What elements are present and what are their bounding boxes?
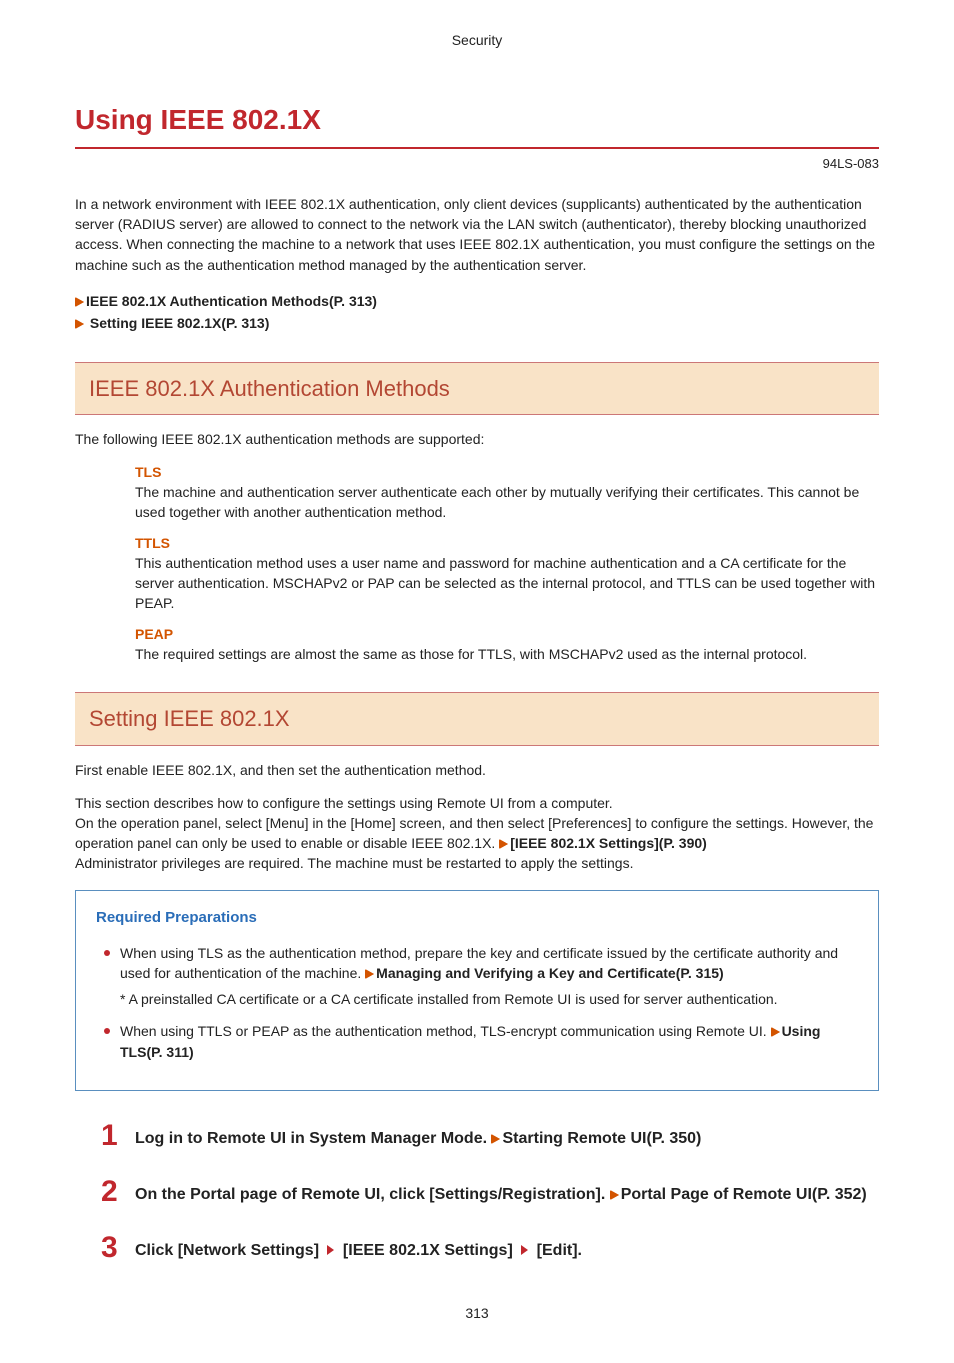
step-1-body: Log in to Remote UI in System Manager Mo… (135, 1121, 879, 1150)
section2-lead1: First enable IEEE 802.1X, and then set t… (75, 760, 879, 780)
lead2b-pre: On the operation panel, select [Menu] in… (75, 815, 873, 851)
prep-b1-note: * A preinstalled CA certificate or a CA … (120, 989, 858, 1009)
prep-bullet-1: When using TLS as the authentication met… (104, 943, 858, 1010)
section-heading-auth-methods: IEEE 802.1X Authentication Methods (75, 362, 879, 416)
def-ttls: TTLS This authentication method uses a u… (135, 533, 879, 614)
section1-lead: The following IEEE 802.1X authentication… (75, 429, 879, 449)
lead2c: Administrator privileges are required. T… (75, 855, 633, 871)
page-number: 313 (75, 1303, 879, 1323)
step-2-number: 2 (101, 1177, 123, 1207)
link-starting-remote-ui[interactable]: Starting Remote UI(P. 350) (502, 1130, 701, 1147)
link-icon (75, 297, 84, 307)
doc-code: 94LS-083 (75, 155, 879, 174)
toc-link-auth-methods[interactable]: IEEE 802.1X Authentication Methods(P. 31… (75, 291, 879, 311)
step-2-body: On the Portal page of Remote UI, click [… (135, 1177, 879, 1206)
def-peap: PEAP The required settings are almost th… (135, 624, 879, 665)
header-category: Security (75, 30, 879, 50)
def-peap-body: The required settings are almost the sam… (135, 644, 879, 664)
page-title: Using IEEE 802.1X (75, 100, 879, 149)
section-heading-setting: Setting IEEE 802.1X (75, 692, 879, 746)
step-1: 1 Log in to Remote UI in System Manager … (101, 1121, 879, 1151)
chevron-right-icon (521, 1245, 528, 1255)
link-manage-cert[interactable]: Managing and Verifying a Key and Certifi… (376, 965, 724, 981)
required-preparations-box: Required Preparations When using TLS as … (75, 890, 879, 1091)
link-icon (75, 319, 84, 329)
step-3-number: 3 (101, 1233, 123, 1263)
link-ieee-settings[interactable]: [IEEE 802.1X Settings](P. 390) (510, 835, 707, 851)
prep-bullet-2: When using TTLS or PEAP as the authentic… (104, 1021, 858, 1062)
link-icon (499, 839, 508, 849)
link-icon (771, 1027, 780, 1037)
step-3c: [Edit]. (532, 1242, 582, 1259)
def-tls-title: TLS (135, 462, 879, 482)
section2-lead2: This section describes how to configure … (75, 793, 879, 874)
def-ttls-body: This authentication method uses a user n… (135, 553, 879, 614)
step-3a: Click [Network Settings] (135, 1242, 323, 1259)
def-tls-body: The machine and authentication server au… (135, 482, 879, 523)
step-3: 3 Click [Network Settings] [IEEE 802.1X … (101, 1233, 879, 1263)
step-2-text: On the Portal page of Remote UI, click [… (135, 1186, 610, 1203)
link-icon (491, 1134, 500, 1144)
prep-title: Required Preparations (96, 907, 858, 929)
prep-b2-text: When using TTLS or PEAP as the authentic… (120, 1023, 771, 1039)
step-1-text: Log in to Remote UI in System Manager Mo… (135, 1130, 491, 1147)
intro-paragraph: In a network environment with IEEE 802.1… (75, 194, 879, 275)
step-2: 2 On the Portal page of Remote UI, click… (101, 1177, 879, 1207)
chevron-right-icon (327, 1245, 334, 1255)
link-portal-page[interactable]: Portal Page of Remote UI(P. 352) (621, 1186, 867, 1203)
def-tls: TLS The machine and authentication serve… (135, 462, 879, 523)
step-3-body: Click [Network Settings] [IEEE 802.1X Se… (135, 1233, 879, 1262)
def-peap-title: PEAP (135, 624, 879, 644)
step-3b: [IEEE 802.1X Settings] (338, 1242, 517, 1259)
link-icon (610, 1190, 619, 1200)
toc-link-setting[interactable]: Setting IEEE 802.1X(P. 313) (75, 313, 879, 333)
def-ttls-title: TTLS (135, 533, 879, 553)
step-1-number: 1 (101, 1121, 123, 1151)
toc-text: IEEE 802.1X Authentication Methods(P. 31… (86, 293, 377, 309)
lead2a: This section describes how to configure … (75, 795, 613, 811)
link-icon (365, 969, 374, 979)
toc-text: Setting IEEE 802.1X(P. 313) (86, 315, 269, 331)
